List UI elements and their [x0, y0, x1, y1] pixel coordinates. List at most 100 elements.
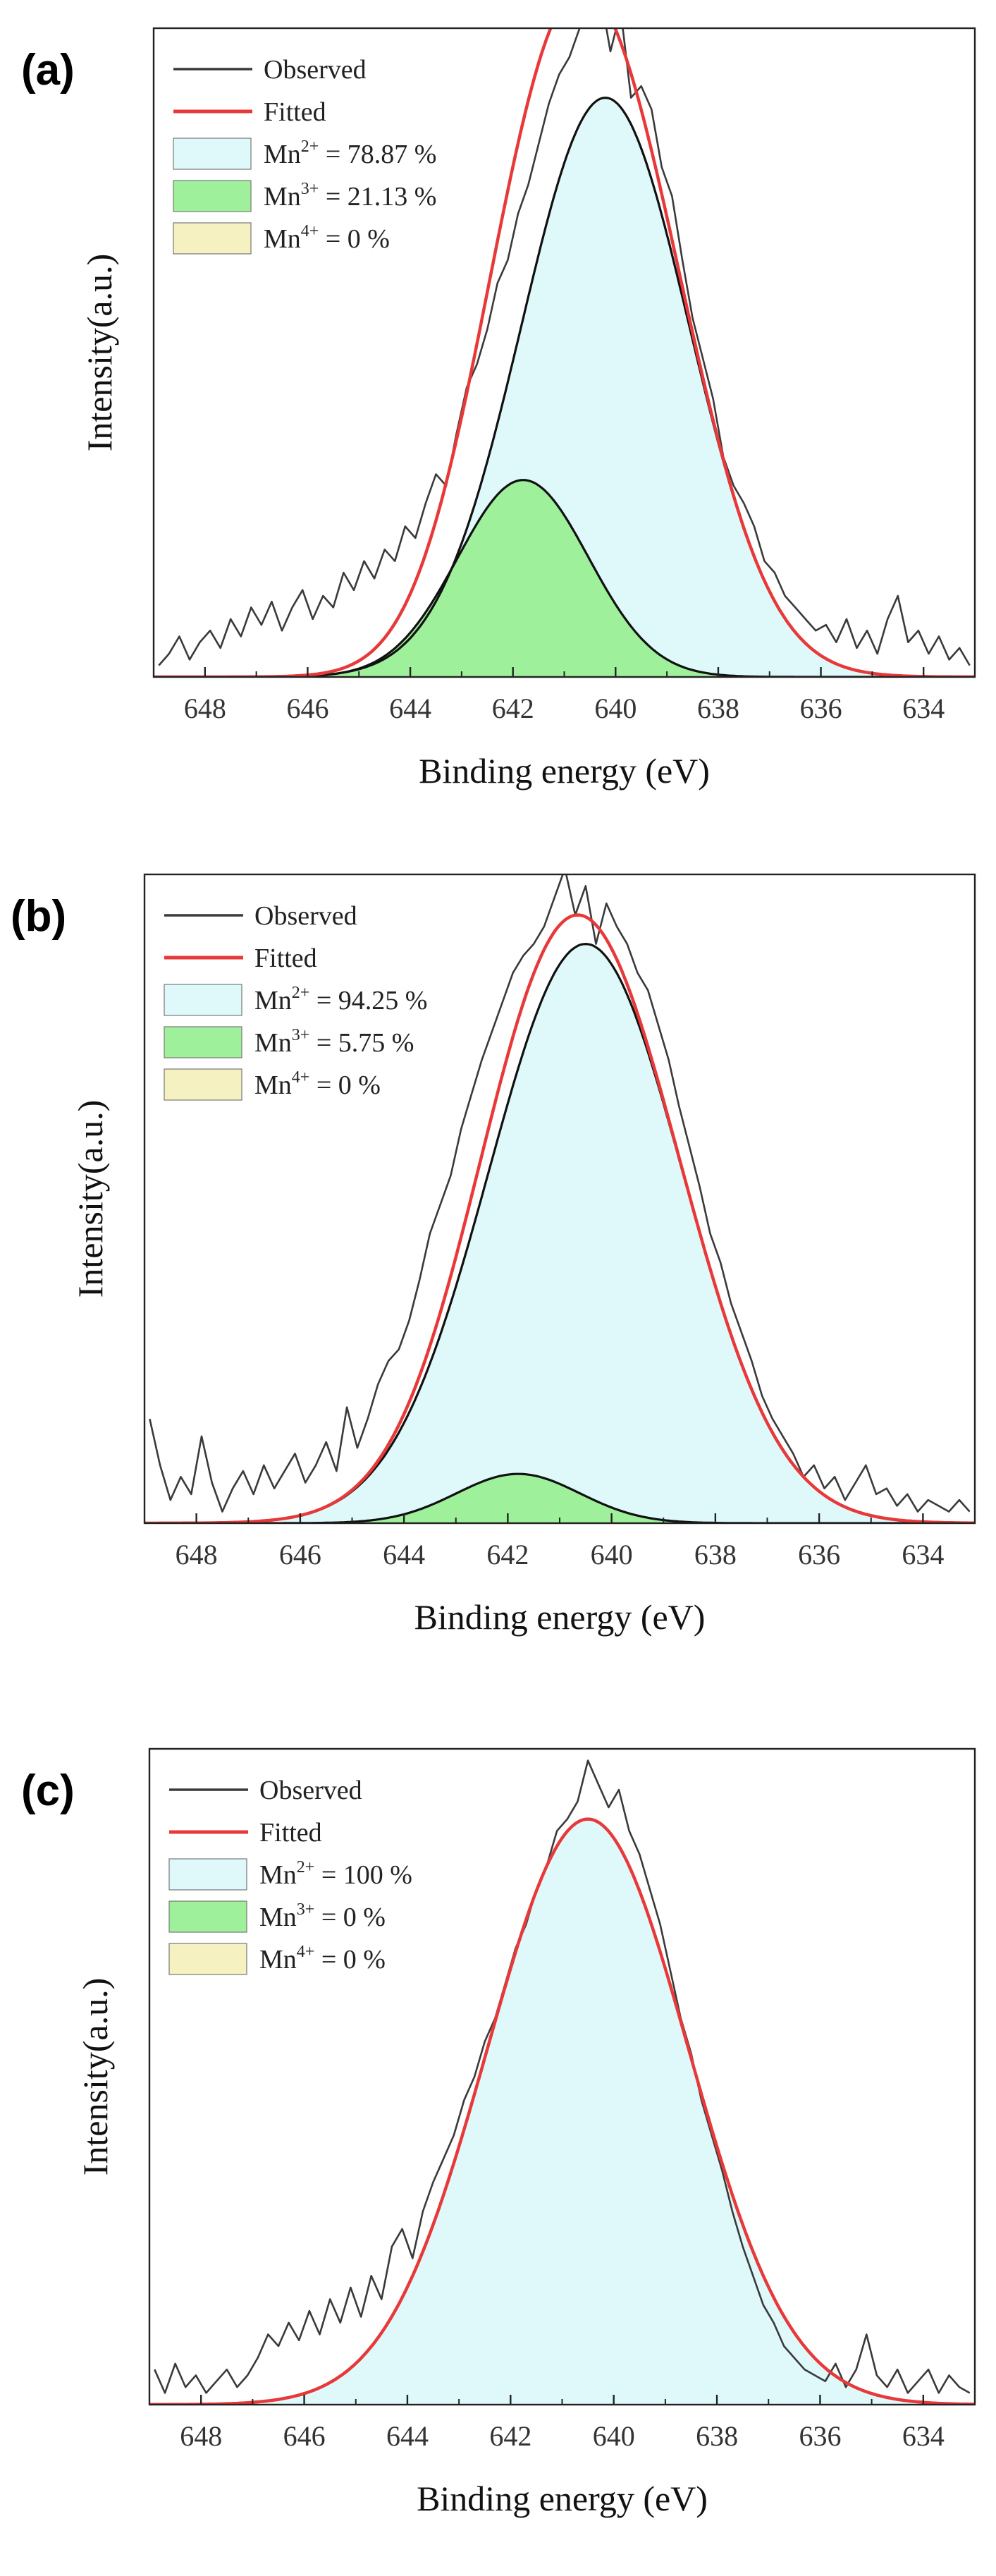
x-axis-title: Binding energy (eV) — [414, 1597, 706, 1637]
legend-label: Fitted — [259, 1818, 322, 1848]
x-tick-label: 646 — [286, 692, 328, 724]
x-tick-label: 648 — [176, 1539, 218, 1570]
legend-label: Mn4+ = 0 % — [259, 1943, 386, 1974]
legend-label: Fitted — [254, 944, 317, 973]
fitted-line — [154, 28, 975, 677]
component-fill-mn3plus — [154, 480, 975, 677]
legend-value: = 21.13 % — [319, 182, 436, 212]
legend-value: = 78.87 % — [319, 140, 436, 169]
legend-label: Mn3+ = 0 % — [259, 1900, 386, 1932]
plot-area — [149, 1759, 975, 2405]
legend-swatch-patch — [173, 138, 252, 170]
legend-swatch-patch — [168, 1943, 247, 1975]
legend-value: = 0 % — [314, 1903, 386, 1932]
x-axis-title: Binding energy (eV) — [419, 751, 710, 790]
x-tick-label: 636 — [800, 692, 842, 724]
legend-ion: Mn — [254, 1070, 292, 1100]
legend-ion: Mn — [264, 140, 301, 169]
fitted-line — [145, 913, 975, 1523]
x-tick-label: 640 — [591, 1539, 633, 1570]
x-tick-label: 642 — [489, 2420, 531, 2452]
x-tick-label: 638 — [696, 2420, 738, 2452]
legend-value: = 94.25 % — [309, 986, 427, 1015]
x-tick-label: 636 — [799, 2420, 841, 2452]
legend-charge: 3+ — [297, 1900, 315, 1919]
legend-swatch-patch — [168, 1858, 247, 1891]
legend-ion: Mn — [259, 1860, 297, 1890]
legend-ion: Mn — [264, 182, 301, 212]
legend-swatch-patch — [168, 1900, 247, 1933]
x-tick-label: 636 — [798, 1539, 840, 1570]
x-tick-label: 648 — [180, 2420, 222, 2452]
legend-charge: 4+ — [301, 222, 319, 240]
legend-ion: Mn — [264, 224, 301, 254]
legend-label: Mn4+ = 0 % — [254, 1068, 381, 1100]
x-tick-label: 634 — [902, 1539, 944, 1570]
legend-charge: 2+ — [297, 1858, 315, 1876]
x-tick-label: 638 — [697, 692, 739, 724]
legend-label: Mn2+ = 94.25 % — [254, 984, 427, 1015]
legend-label: Observed — [259, 1776, 362, 1805]
legend-value: = 5.75 % — [309, 1028, 414, 1058]
component-fill-mn2plus — [154, 97, 975, 677]
legend-charge: 3+ — [301, 180, 319, 198]
legend-ion: Mn — [254, 1028, 292, 1058]
x-tick-label: 644 — [383, 1539, 425, 1570]
legend-label: Fitted — [264, 97, 326, 127]
legend-charge: 4+ — [292, 1068, 310, 1087]
x-tick-label: 644 — [389, 692, 431, 724]
legend-charge: 2+ — [301, 138, 319, 156]
panel-label: (a) — [21, 46, 75, 94]
legend-swatch-patch — [164, 1026, 242, 1058]
legend-label: Observed — [254, 901, 357, 931]
chart-panel-b: (b) 648 646 644 642 640 638 636 634 Binding energ… — [11, 873, 976, 1637]
panel-label: (b) — [11, 892, 66, 941]
x-tick-label: 648 — [184, 692, 226, 724]
observed-line — [154, 1759, 971, 2394]
fitted-line — [149, 1817, 975, 2405]
legend-value: = 0 % — [309, 1070, 381, 1100]
legend-label: Mn2+ = 100 % — [259, 1858, 412, 1890]
y-axis-title: Intensity(a.u.) — [70, 1100, 110, 1298]
x-tick-label: 638 — [694, 1539, 737, 1570]
x-tick-label: 646 — [283, 2420, 326, 2452]
x-tick-label: 642 — [492, 692, 534, 724]
panel-label: (c) — [21, 1766, 75, 1815]
component-fill-mn2plus — [145, 944, 975, 1523]
legend-charge: 4+ — [297, 1943, 315, 1961]
legend-ion: Mn — [259, 1945, 297, 1974]
chart-panel-c: (c) 648 646 644 642 640 638 636 634 Binding energ… — [21, 1747, 976, 2518]
legend-charge: 2+ — [292, 984, 310, 1002]
y-axis-title: Intensity(a.u.) — [80, 254, 119, 451]
legend-label: Mn4+ = 0 % — [264, 222, 390, 254]
legend-value: = 100 % — [314, 1860, 412, 1890]
component-fill-mn3plus — [145, 1474, 975, 1523]
legend-value: = 0 % — [319, 224, 390, 254]
chart-panel-a: (a) 648 646 644 642 640 638 636 634 Binding energ… — [21, 27, 976, 790]
legend-label: Mn3+ = 5.75 % — [254, 1026, 414, 1058]
y-axis-title: Intensity(a.u.) — [75, 1978, 115, 2175]
plot-area — [154, 28, 975, 677]
x-tick-label: 634 — [902, 2420, 945, 2452]
legend-value: = 0 % — [314, 1945, 386, 1974]
x-tick-label: 640 — [593, 2420, 635, 2452]
x-tick-label: 642 — [486, 1539, 529, 1570]
legend-label: Observed — [264, 55, 367, 85]
observed-line — [158, 28, 971, 666]
x-axis-title: Binding energy (eV) — [417, 2479, 708, 2518]
legend-charge: 3+ — [292, 1026, 310, 1044]
legend-swatch-patch — [173, 180, 252, 212]
legend-ion: Mn — [259, 1903, 297, 1932]
x-tick-label: 646 — [279, 1539, 321, 1570]
legend-swatch-patch — [164, 984, 242, 1016]
x-tick-label: 634 — [902, 692, 945, 724]
legend-label: Mn2+ = 78.87 % — [264, 138, 436, 169]
legend-swatch-patch — [164, 1068, 242, 1101]
observed-line — [149, 874, 971, 1513]
component-fill-mn2plus — [149, 1819, 975, 2405]
x-tick-label: 644 — [386, 2420, 429, 2452]
x-tick-label: 640 — [594, 692, 637, 724]
legend-ion: Mn — [254, 986, 292, 1015]
legend-swatch-patch — [173, 222, 252, 255]
